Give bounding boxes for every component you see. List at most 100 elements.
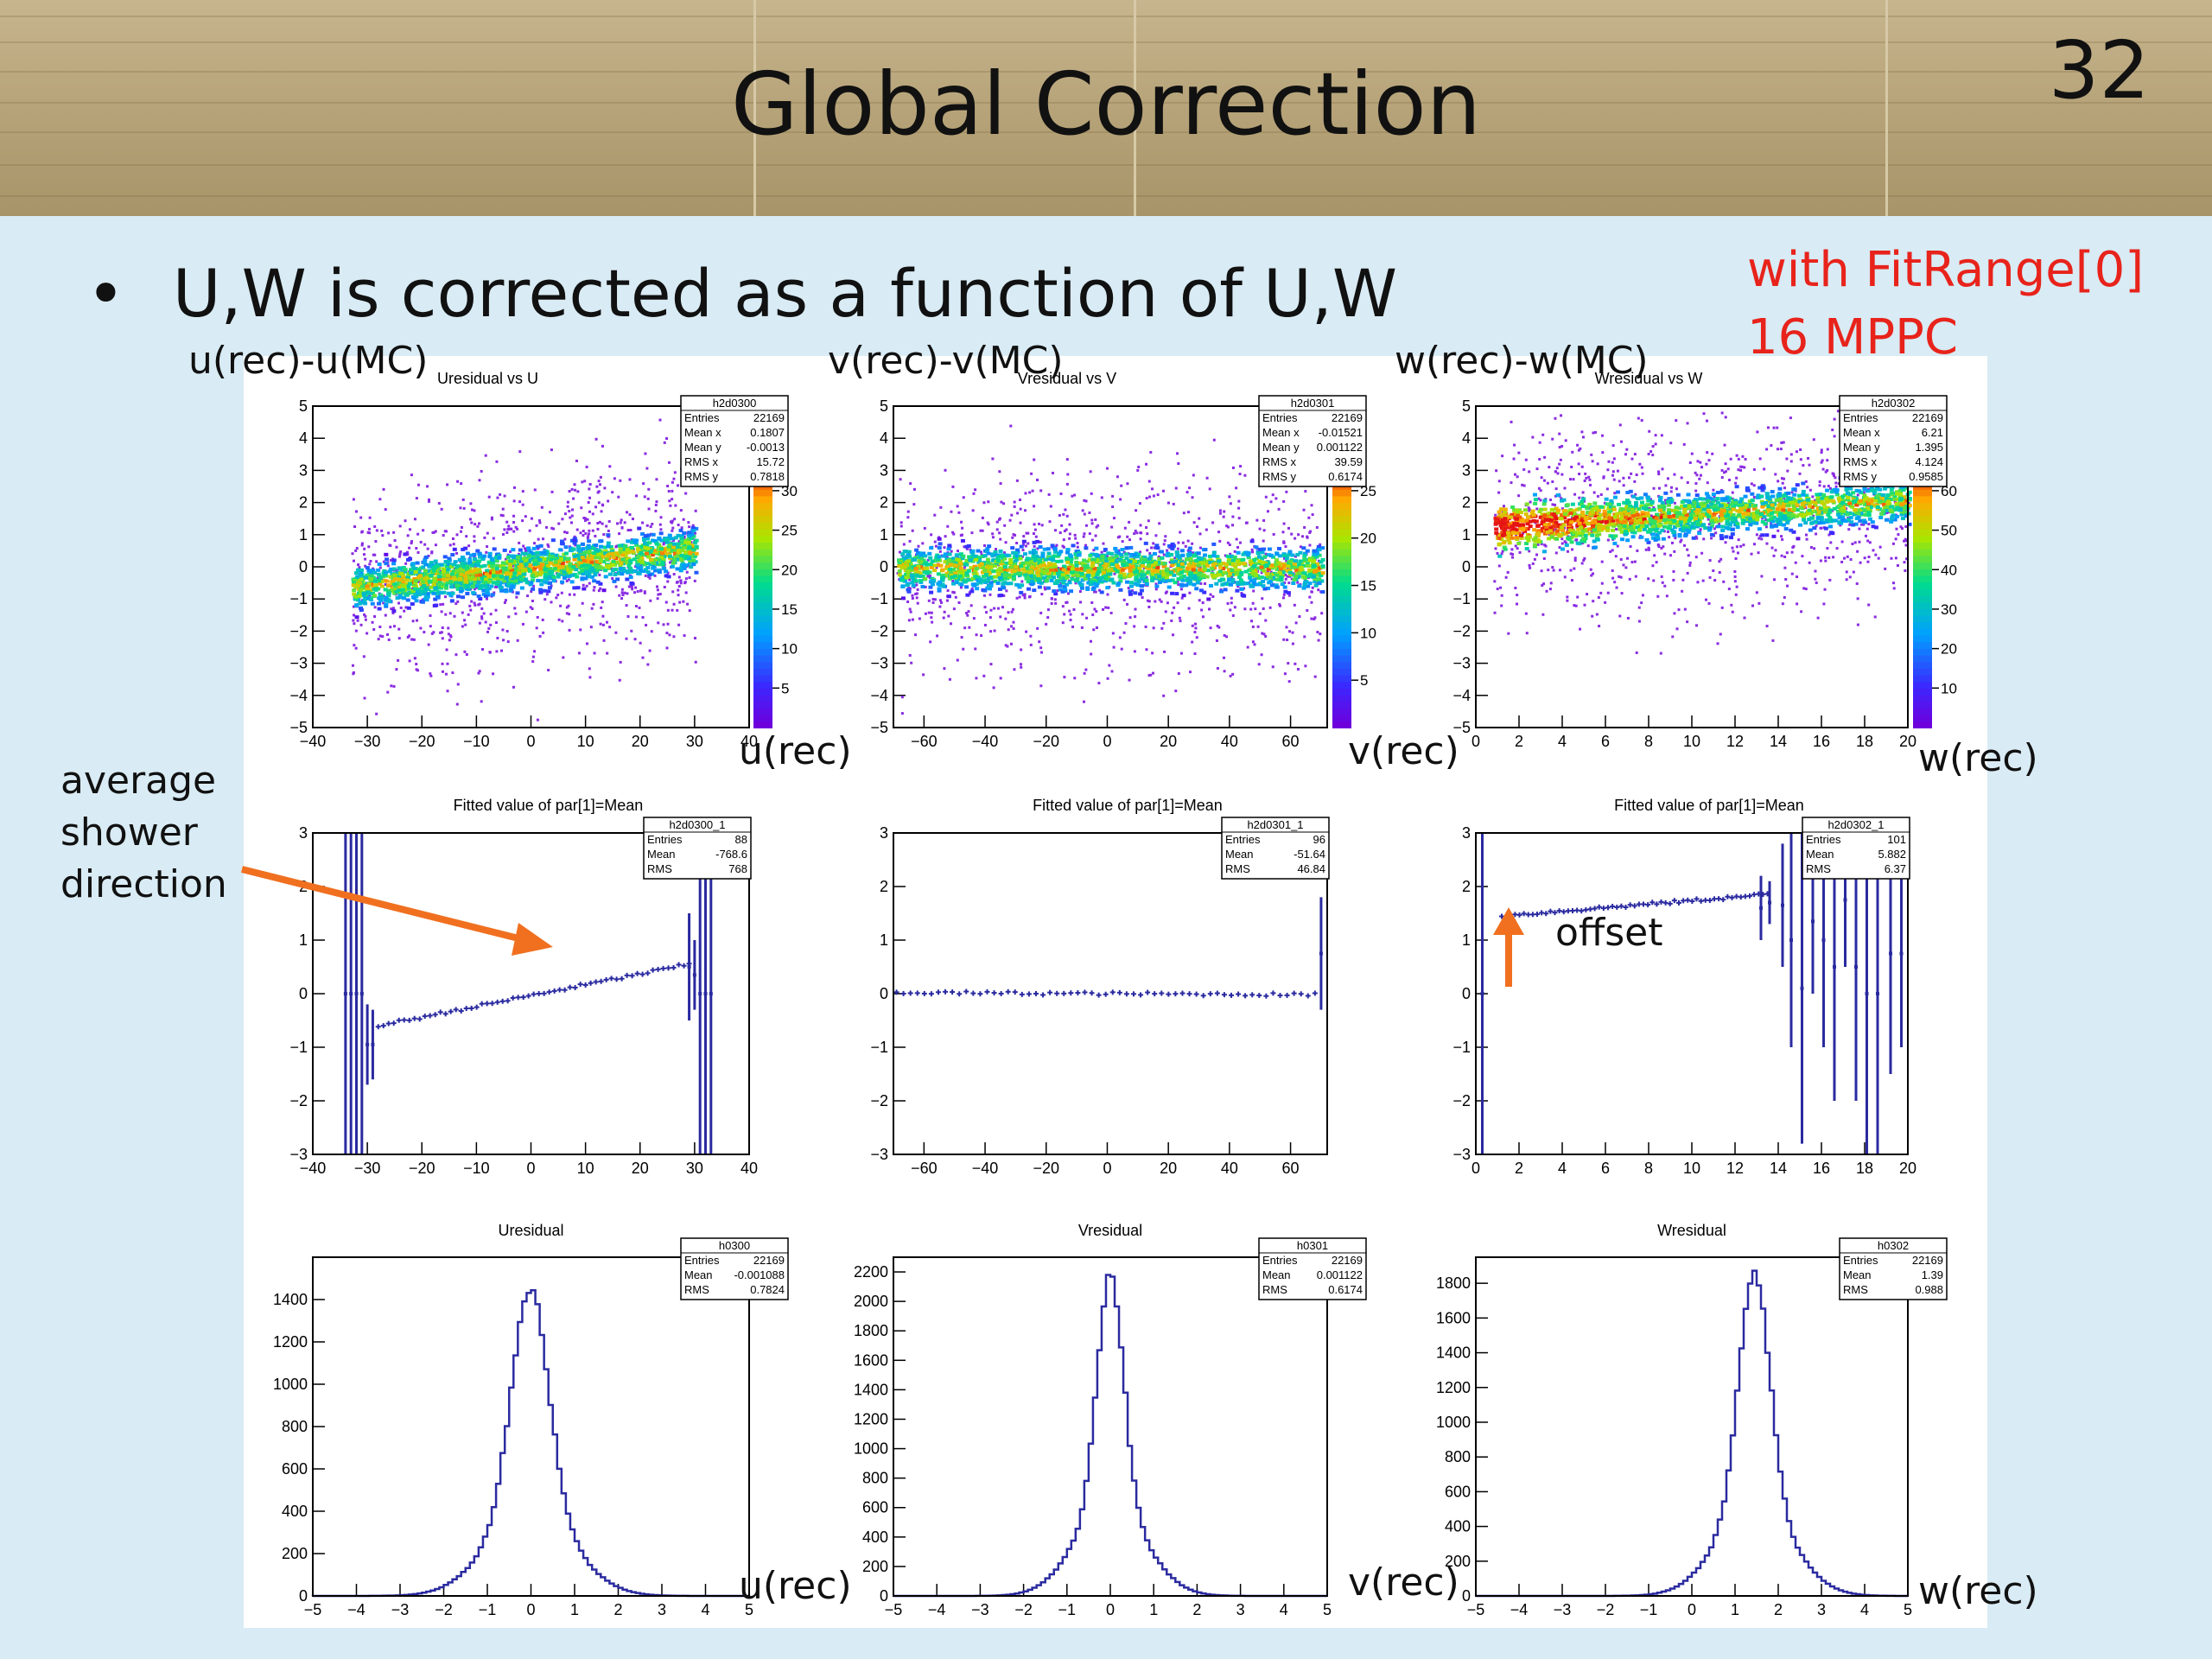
sparse-point (1096, 524, 1100, 527)
sparse-point (1033, 528, 1037, 531)
dense-cell (366, 582, 372, 586)
sparse-point (372, 628, 376, 632)
dense-cell (1248, 572, 1253, 576)
dense-cell (404, 582, 409, 586)
sparse-point (641, 521, 645, 524)
sparse-point (465, 653, 468, 657)
dense-cell (353, 585, 359, 589)
dense-cell (656, 550, 661, 554)
sparse-point (649, 525, 652, 529)
sparse-point (503, 494, 506, 498)
dense-cell (435, 564, 440, 569)
sparse-point (419, 626, 423, 630)
sparse-point (542, 537, 545, 541)
dense-cell (575, 553, 580, 557)
sparse-point (998, 531, 1001, 535)
sparse-point (1100, 550, 1103, 554)
dense-cell (442, 555, 448, 559)
dense-cell (548, 559, 553, 563)
dense-cell (626, 550, 631, 555)
sparse-point (1191, 624, 1194, 627)
dense-cell (454, 569, 460, 573)
sparse-point (656, 585, 659, 588)
dense-cell (405, 586, 410, 590)
dense-cell (530, 573, 535, 577)
dense-cell (639, 549, 644, 553)
dense-cell (399, 571, 404, 575)
sparse-point (576, 490, 580, 493)
sparse-point (909, 482, 912, 486)
sparse-point (908, 654, 912, 658)
sparse-point (685, 570, 689, 574)
dense-cell (529, 581, 534, 585)
dense-cell (449, 585, 454, 589)
sparse-point (351, 664, 354, 667)
sparse-point (1319, 632, 1322, 636)
sparse-point (1027, 542, 1030, 545)
dense-cell (531, 546, 537, 550)
dense-cell (419, 586, 424, 590)
dense-cell (657, 570, 662, 575)
sparse-point (430, 632, 434, 635)
sparse-point (899, 524, 903, 528)
y-tick-label: −2 (289, 622, 308, 639)
sparse-point (930, 533, 933, 537)
dense-cell (547, 581, 552, 585)
sparse-point (1039, 646, 1043, 650)
sparse-point (625, 604, 628, 607)
sparse-point (674, 504, 677, 507)
dense-cell (502, 548, 507, 552)
sparse-point (1013, 668, 1016, 671)
dense-cell (658, 549, 664, 553)
dense-cell (565, 560, 570, 564)
sparse-point (1224, 554, 1227, 557)
sparse-point (691, 524, 695, 527)
dense-cell (508, 575, 513, 579)
dense-cell (937, 587, 942, 591)
dense-cell (492, 547, 497, 551)
sparse-point (611, 576, 614, 580)
sparse-point (518, 500, 522, 504)
sparse-point (659, 516, 663, 519)
sparse-point (1013, 505, 1016, 508)
dense-cell (412, 577, 417, 582)
sparse-point (512, 520, 516, 524)
dense-cell (513, 579, 518, 583)
sparse-point (688, 525, 691, 529)
dense-cell (1134, 575, 1139, 579)
sparse-point (628, 478, 632, 481)
dense-cell (422, 561, 427, 565)
sparse-point (1304, 490, 1307, 493)
dense-cell (448, 582, 454, 586)
sparse-point (1039, 489, 1043, 493)
sparse-point (1023, 596, 1027, 600)
dense-cell (1148, 554, 1154, 558)
sparse-point (1063, 529, 1066, 532)
sparse-point (1010, 610, 1014, 613)
sparse-point (1016, 512, 1020, 515)
dense-cell (687, 540, 692, 544)
dense-cell (670, 564, 675, 569)
dense-cell (1004, 553, 1009, 557)
sparse-point (1264, 619, 1268, 622)
sparse-point (949, 622, 952, 626)
dense-cell (465, 551, 470, 556)
sparse-point (440, 610, 443, 613)
sparse-point (440, 507, 443, 511)
dense-cell (638, 559, 643, 563)
dense-cell (410, 562, 416, 566)
sparse-point (359, 516, 363, 519)
sparse-point (936, 634, 939, 638)
sparse-point (1111, 632, 1115, 635)
sparse-point (1074, 582, 1077, 585)
sparse-point (624, 556, 627, 559)
sparse-point (505, 531, 509, 534)
sparse-point (680, 526, 683, 530)
sparse-point (1236, 585, 1240, 588)
sparse-point (911, 594, 914, 597)
sparse-point (550, 584, 553, 588)
sparse-point (601, 623, 605, 626)
dense-cell (450, 552, 455, 556)
dense-cell (372, 594, 378, 598)
dense-cell (473, 567, 478, 571)
